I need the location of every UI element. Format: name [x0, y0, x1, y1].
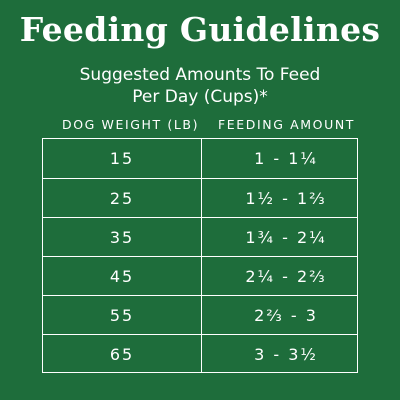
- feeding-table: 15 1 - 1¼ 25 1½ - 1⅔ 35 1¾ - 2¼ 45 2¼ - …: [42, 138, 358, 373]
- feeding-amount-cell: 2⅔ - 3: [254, 305, 318, 325]
- feeding-amount-cell: 1¾ - 2¼: [245, 227, 327, 247]
- dog-weight-cell: 65: [109, 344, 135, 364]
- feeding-amount-cell: 1 - 1¼: [254, 149, 318, 168]
- feeding-amount-cell: 2¼ - 2⅔: [245, 266, 327, 286]
- dog-weight-cell: 35: [109, 227, 135, 247]
- table-row: 55 2⅔ - 3: [43, 295, 357, 334]
- column-header-feeding-amount: FEEDING AMOUNT: [218, 117, 356, 132]
- table-row: 35 1¾ - 2¼: [43, 217, 357, 256]
- table-row: 15 1 - 1¼: [43, 139, 357, 178]
- feeding-amount-cell: 3 - 3½: [254, 344, 318, 364]
- table-row: 65 3 - 3½: [43, 334, 357, 373]
- dog-weight-cell: 55: [109, 305, 135, 325]
- page-title: Feeding Guidelines: [19, 10, 381, 49]
- dog-weight-cell: 15: [109, 149, 135, 168]
- subtitle: Suggested Amounts To Feed Per Day (Cups)…: [0, 64, 400, 108]
- table-row: 25 1½ - 1⅔: [43, 178, 357, 217]
- subtitle-line-2: Per Day (Cups)*: [132, 87, 268, 107]
- dog-weight-cell: 45: [109, 266, 135, 286]
- feeding-amount-cell: 1½ - 1⅔: [245, 188, 327, 208]
- table-column-divider: [201, 139, 202, 372]
- table-row: 45 2¼ - 2⅔: [43, 256, 357, 295]
- column-header-dog-weight: DOG WEIGHT (LB): [62, 117, 200, 132]
- dog-weight-cell: 25: [109, 188, 135, 208]
- subtitle-line-1: Suggested Amounts To Feed: [79, 65, 321, 85]
